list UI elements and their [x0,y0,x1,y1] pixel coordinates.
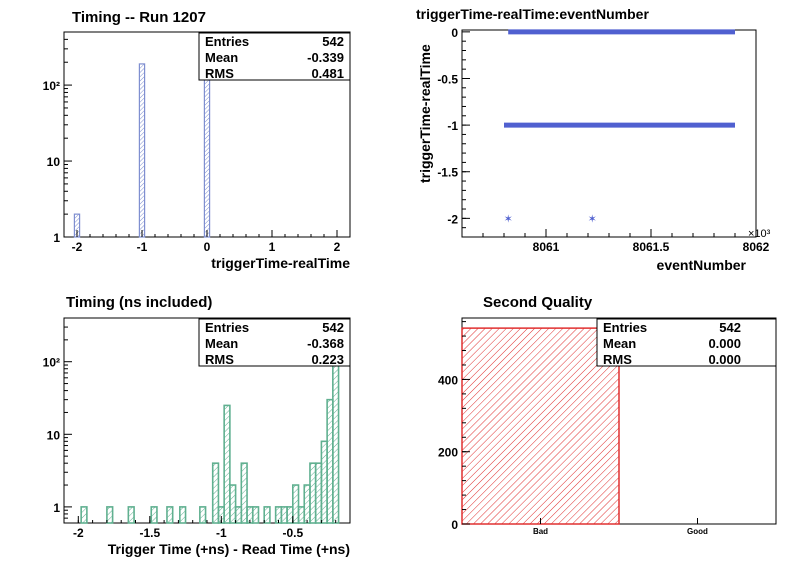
histogram-bar [211,462,220,524]
panel-timing-run: Timing -- Run 1207 -2 -1 0 1 2 1 10 10² trigger… [43,9,351,271]
panel-timing-ns: Timing (ns included) -2 -1.5 -1 -0.511010² … [43,294,351,557]
histogram-bar [320,440,328,524]
x-tick-label: 2 [334,240,341,254]
x-axis-multiplier: ×10³ [748,228,771,240]
chart-title: Timing (ns included) [66,294,212,311]
histogram-bar [303,484,311,524]
y-tick-label: 0 [451,518,458,532]
axes: -2 -1 0 1 2 1 10 10² [43,38,351,254]
stats-value-rms: 0.223 [311,352,344,367]
stats-box: Entries 542 Mean -0.368 RMS 0.223 [198,318,351,367]
chart-title: triggerTime-realTime:eventNumber [416,6,649,22]
scatter-points: ✶ ✶ [504,29,735,225]
histogram-bar [223,404,231,524]
stats-value-mean: 0.000 [708,336,741,351]
x-tick-label: 8061.5 [633,240,670,254]
x-tick-label: -2 [73,526,84,540]
histogram-bars [73,43,211,238]
stats-label-mean: Mean [205,50,238,65]
histogram-bar [240,462,248,524]
histogram-bar [80,506,88,524]
chart-title: Second Quality [483,294,593,311]
histogram-bar [314,462,323,524]
histogram-bar [106,506,114,524]
histogram-bar [461,327,620,525]
stats-value-entries: 542 [719,320,741,335]
stats-box: Entries 542 Mean 0.000 RMS 0.000 [596,318,777,367]
x-tick-label: 8062 [743,240,770,254]
panel-second-quality: Second Quality Bad Good 0 200 400 Entries 54… [438,294,777,536]
y-tick-label: 1 [53,501,60,515]
histogram-bar [309,462,317,524]
y-tick-label: -0.5 [437,72,458,86]
y-tick-label: -1 [447,119,458,133]
stats-value-mean: -0.339 [307,50,344,65]
histogram-bar [179,506,187,524]
histogram-bar [166,506,174,524]
x-tick-label: -1.5 [139,526,160,540]
axes: -2 -1.5 -1 -0.5 1 10 10² [43,326,337,540]
axes: Bad Good 0 200 400 [438,321,708,536]
plot-frame [461,29,757,238]
y-tick-label: 200 [438,446,458,460]
x-tick-label: -2 [72,240,83,254]
stats-label-entries: Entries [603,320,647,335]
histogram-bars [461,327,620,525]
x-tick-label: Good [687,527,708,536]
histogram-bar [291,484,300,524]
y-tick-label: 1 [53,231,60,245]
y-tick-label: 10² [43,79,60,93]
chart-title: Timing -- Run 1207 [72,9,206,26]
stats-label-entries: Entries [205,320,249,335]
histogram-bar [297,506,306,524]
stats-label-rms: RMS [205,66,234,81]
stats-value-entries: 542 [322,34,344,49]
y-tick-label: 10² [43,356,60,370]
histogram-bar [326,398,334,524]
stats-value-rms: 0.481 [311,66,344,81]
x-tick-label: 0 [204,240,211,254]
y-tick-label: 0 [451,26,458,40]
histogram-bar [263,506,271,524]
stats-label-rms: RMS [205,352,234,367]
histogram-bar [127,506,135,524]
panel-scatter: triggerTime-realTime:eventNumber ✶ ✶ 8061… [416,6,771,273]
x-tick-label: Bad [533,527,548,536]
stats-box: Entries 542 Mean -0.339 RMS 0.481 [198,32,351,81]
y-tick-label: -2 [447,212,458,226]
histogram-bar [251,506,260,524]
x-tick-label: -0.5 [282,526,303,540]
stats-label-mean: Mean [205,336,238,351]
stats-label-mean: Mean [603,336,636,351]
y-tick-label: -1.5 [437,166,458,180]
stats-value-entries: 542 [322,320,344,335]
scatter-point: ✶ [588,213,597,225]
x-tick-label: 8061 [533,240,560,254]
histogram-bar [234,506,243,524]
x-axis-label: Trigger Time (+ns) - Read Time (+ns) [108,541,350,557]
scatter-point: ✶ [504,213,513,225]
stats-value-rms: 0.000 [708,352,741,367]
histogram-bar [150,506,158,524]
x-tick-label: -1 [216,526,227,540]
histogram-bar [280,506,288,524]
histogram-bar [286,506,294,524]
y-tick-label: 400 [438,373,458,387]
stats-value-mean: -0.368 [307,336,344,351]
x-axis-label: triggerTime-realTime [211,255,350,271]
x-tick-label: -1 [137,240,148,254]
histogram-bar [229,484,237,524]
y-tick-label: 10 [47,155,61,169]
stats-label-rms: RMS [603,352,632,367]
stats-label-entries: Entries [205,34,249,49]
axes: 8061 8061.5 8062 0 -0.5 -1 -1.5 -2 [437,26,769,254]
histogram-bar [138,63,146,238]
y-axis-label: triggerTime-realTime [417,44,433,183]
y-tick-label: 10 [47,428,61,442]
x-axis-label: eventNumber [657,257,747,273]
histogram-bar [199,506,207,524]
x-tick-label: 1 [269,240,276,254]
histogram-bars [80,332,340,524]
